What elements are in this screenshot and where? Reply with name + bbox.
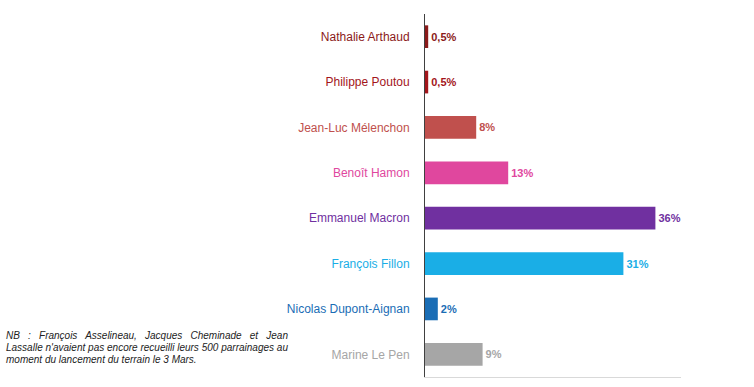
svg-text:Nicolas Dupont-Aignan: Nicolas Dupont-Aignan bbox=[287, 302, 410, 316]
svg-text:Jean-Luc Mélenchon: Jean-Luc Mélenchon bbox=[298, 121, 409, 135]
svg-text:Philippe Poutou: Philippe Poutou bbox=[326, 75, 410, 89]
svg-text:13%: 13% bbox=[511, 167, 533, 179]
svg-text:Marine Le Pen: Marine Le Pen bbox=[332, 348, 410, 362]
svg-text:Benoît Hamon: Benoît Hamon bbox=[333, 166, 410, 180]
svg-text:François Fillon: François Fillon bbox=[332, 257, 410, 271]
html-text:NB : François Asselineau, Jacq: NB : François Asselineau, Jacques Chemin… bbox=[6, 330, 288, 365]
svg-text:31%: 31% bbox=[626, 258, 648, 270]
svg-text:0,5%: 0,5% bbox=[431, 31, 456, 43]
svg-text:0,5%: 0,5% bbox=[431, 76, 456, 88]
svg-text:36%: 36% bbox=[658, 212, 680, 224]
svg-text:8%: 8% bbox=[479, 121, 495, 133]
svg-text:2%: 2% bbox=[441, 303, 457, 315]
svg-text:Nathalie Arthaud: Nathalie Arthaud bbox=[321, 30, 410, 44]
svg-text:Emmanuel Macron: Emmanuel Macron bbox=[309, 211, 410, 225]
svg-text:9%: 9% bbox=[486, 348, 502, 360]
